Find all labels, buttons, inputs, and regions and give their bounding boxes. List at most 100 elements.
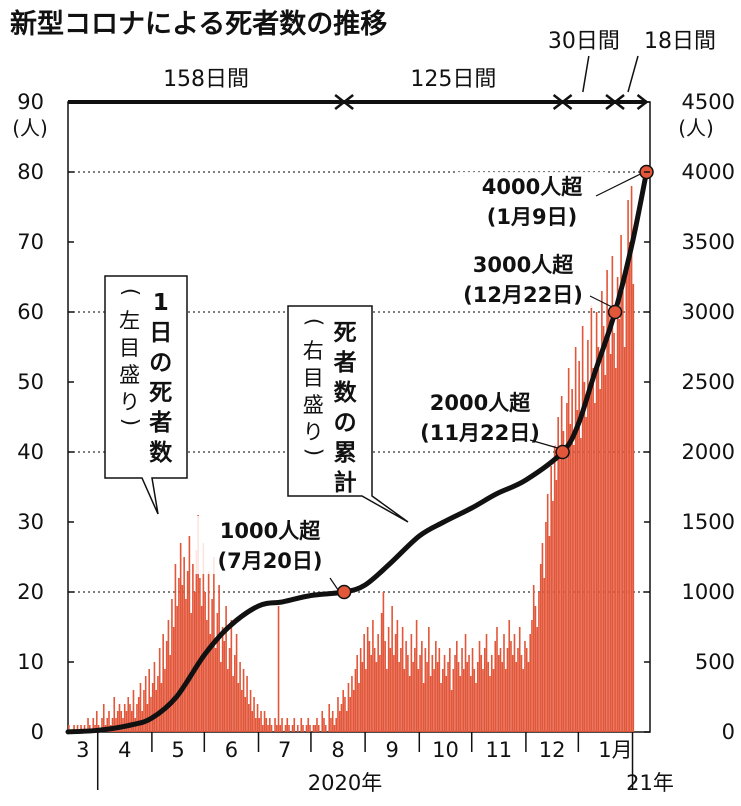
daily-bar: [468, 655, 470, 732]
daily-bar: [608, 312, 610, 732]
left-tick-label: 90: [17, 90, 44, 114]
daily-bar: [167, 620, 170, 732]
daily-bar: [120, 711, 123, 732]
daily-bar: [288, 725, 290, 732]
milestone-leader: [529, 439, 558, 449]
daily-bar: [574, 347, 577, 732]
milestone-marker: [336, 584, 352, 600]
daily-bar: [583, 382, 586, 732]
daily-bar: [606, 270, 608, 732]
daily-bar: [262, 725, 264, 732]
right-tick-label: 2500: [682, 370, 735, 394]
daily-bar: [497, 655, 500, 732]
daily-bar: [83, 725, 86, 732]
callout-cumulative-box: [287, 305, 409, 523]
daily-bar: [452, 669, 455, 732]
right-axis: 0 500 1000 1500 2000 2500 3000 3500 4000 4500(人): [644, 90, 735, 744]
daily-bar: [237, 683, 240, 732]
daily-bar: [382, 592, 385, 732]
daily-bar: [227, 669, 229, 732]
daily-bar: [457, 662, 460, 732]
daily-bar: [435, 641, 437, 732]
callout-daily-paren: ): [119, 418, 143, 426]
daily-bar: [592, 368, 594, 732]
daily-bar: [312, 725, 315, 732]
daily-bar: [422, 683, 425, 732]
daily-bar: [403, 669, 406, 732]
daily-bar: [265, 718, 268, 732]
daily-bar: [221, 627, 224, 732]
callout-daily-char: 日: [149, 320, 172, 346]
daily-bar: [323, 718, 325, 732]
daily-bar: [225, 606, 227, 732]
daily-bar: [421, 641, 423, 732]
daily-bar: [442, 669, 444, 732]
daily-bar: [532, 585, 535, 732]
daily-bar: [277, 606, 280, 732]
daily-bar: [585, 417, 587, 732]
daily-bar: [445, 676, 448, 732]
span-label: 158日間: [163, 67, 249, 92]
daily-bar: [260, 711, 262, 732]
daily-bar: [356, 655, 358, 732]
left-tick-label: 10: [17, 650, 44, 674]
daily-bar: [199, 578, 201, 732]
milestone-leader: [595, 173, 641, 197]
daily-bar: [202, 543, 205, 732]
daily-bar: [358, 683, 360, 732]
daily-bar: [539, 564, 542, 732]
daily-bar: [615, 368, 617, 732]
daily-bar: [373, 648, 376, 732]
milestone-marker: [555, 444, 570, 460]
left-tick-label: 60: [17, 300, 44, 324]
daily-bar: [469, 676, 472, 732]
daily-bar: [459, 676, 462, 732]
right-tick-label: 1500: [682, 510, 735, 534]
daily-bar: [377, 634, 379, 732]
daily-bar: [172, 627, 175, 732]
daily-bar: [384, 641, 386, 732]
right-tick-label: 0: [722, 720, 735, 744]
daily-bar: [389, 648, 392, 732]
left-axis-unit: (人): [12, 116, 48, 140]
daily-bar: [296, 725, 299, 732]
daily-bar: [627, 200, 629, 732]
daily-bar: [380, 613, 383, 732]
daily-bar: [279, 725, 282, 732]
daily-bar: [239, 662, 241, 732]
daily-bar: [545, 522, 547, 732]
right-tick-label: 3500: [682, 230, 735, 254]
daily-bar: [393, 655, 395, 732]
daily-bar: [456, 641, 458, 732]
callout-cumulative-note-char: 目: [303, 366, 324, 390]
daily-bar: [169, 655, 171, 732]
daily-bar: [449, 648, 451, 732]
span-label: 30日間: [548, 29, 620, 54]
daily-bar: [95, 711, 98, 732]
callout-cumulative-char: 死: [334, 320, 357, 346]
daily-bar: [92, 718, 95, 732]
right-tick-label: 2000: [682, 440, 735, 464]
daily-bar: [230, 620, 233, 732]
daily-bar: [352, 690, 355, 732]
daily-bar: [560, 396, 563, 732]
daily-bar: [256, 704, 259, 732]
daily-bar: [330, 718, 332, 732]
daily-bar: [102, 704, 105, 732]
x-axis: 3 4 5 6 7 8 9 10 11 12 1月 2020年 21年: [76, 732, 674, 795]
daily-bar: [116, 711, 119, 732]
daily-bar: [333, 725, 336, 732]
daily-bar: [573, 445, 575, 732]
daily-bar: [136, 704, 138, 732]
daily-bar: [268, 718, 271, 732]
callout-cumulative-note-char: 右: [303, 339, 324, 363]
daily-bar: [461, 648, 463, 732]
daily-bar: [401, 627, 404, 732]
daily-bar: [363, 634, 365, 732]
daily-bar: [506, 648, 509, 732]
daily-bar: [527, 662, 530, 732]
daily-bar: [307, 718, 310, 732]
daily-bar: [300, 718, 303, 732]
daily-bar: [541, 543, 544, 732]
